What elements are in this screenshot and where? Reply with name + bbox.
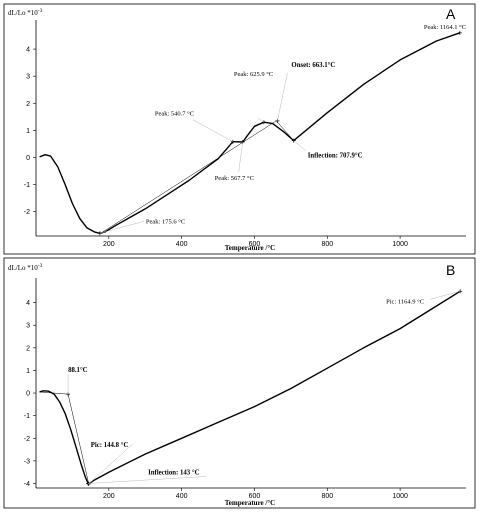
panel-b-y-tick-label: 3: [26, 323, 30, 330]
panel-a-letter: A: [446, 6, 456, 22]
panel-a-y-tick-label: 3: [26, 74, 30, 81]
panel-a-x-tick-label: 1000: [392, 241, 408, 248]
panel-b-x-tick-label: 400: [176, 493, 188, 500]
panel-a-xlabel: Temperature /°C: [225, 244, 275, 252]
panel-b-y-tick-label: -3: [24, 458, 30, 465]
panel-a-leader-line: [99, 221, 145, 234]
panel-b-y-tick-label: 0: [26, 391, 30, 398]
panel-b-y-tick-label: -2: [24, 436, 30, 443]
panel-b-y-tick-label: 4: [26, 300, 30, 307]
panel-a-x-tick-label: 600: [249, 241, 261, 248]
panel-a-annotation: Peak: 175.6 °C: [146, 218, 185, 225]
panel-a-leader-line: [192, 119, 233, 142]
panel-b-y-tick-label: 1: [26, 368, 30, 375]
panel-b-x-tick-label: 1000: [392, 493, 408, 500]
panel-b-leader-line: [88, 476, 207, 484]
panel-b-series-line: [39, 290, 461, 485]
panel-a-annotation: Peak: 625.9 °C: [234, 71, 273, 78]
panel-b-annotation: Pic: 144.8 °C: [91, 442, 129, 449]
panel-b-annotation: 88.1°C: [68, 367, 88, 374]
panel-a-annotation: Peak: 540.7 °C: [155, 111, 194, 118]
panel-a-leader-line: [257, 118, 265, 123]
panel-b-leader-line: [430, 291, 461, 300]
panel-b-tangent-line: [39, 391, 69, 395]
panel-a-y-tick-label: -2: [24, 209, 30, 216]
panel-a-x-tick-label: 800: [321, 241, 333, 248]
panel-a-annotation: Inflection: 707.9°C: [308, 153, 363, 160]
panel-b-y-tick-label: -1: [24, 413, 30, 420]
panel-a-y-tick-label: 2: [26, 101, 30, 108]
panel-a-annotation: Onset: 663.1°C: [291, 62, 335, 69]
panel-b-x-tick-label: 200: [103, 493, 115, 500]
panel-a-frame: [3, 3, 476, 255]
panel-a-annotation: Peak: 567.7 °C: [215, 175, 254, 182]
panel-b-tangent-line: [67, 394, 90, 484]
panel-b-letter: B: [446, 262, 455, 278]
panel-a-annotation: Peak: 1164.1 °C: [424, 24, 466, 31]
panel-b-leader-line: [88, 443, 133, 485]
panel-b-xlabel: Temperature /°C: [225, 499, 275, 507]
panel-b-x-tick-label: 600: [249, 493, 261, 500]
panel-a: dL/Lo *10-3 A Temperature /°C 200 400 600 8…: [3, 3, 476, 255]
panel-a-y-tick-label: 4: [26, 47, 30, 54]
panel-a-leader-line: [238, 141, 243, 173]
panel-a-y-tick-label: 1: [26, 128, 30, 135]
panel-b-annotation: Pic: 1164.9 °C: [386, 298, 424, 305]
panel-b-y-tick-label: 2: [26, 345, 30, 352]
panel-a-y-tick-label: -1: [24, 182, 30, 189]
panel-b-x-tick-label: 800: [321, 493, 333, 500]
panel-a-tangent-line: [101, 120, 277, 233]
panel-b-annotation: Inflection: 143 °C: [148, 469, 200, 476]
panel-a-ylabel: dL/Lo *10-3: [8, 8, 43, 17]
panel-b-frame: [3, 257, 476, 509]
panel-a-y-tick-label: 0: [26, 155, 30, 162]
panel-a-leader-line: [277, 72, 288, 121]
panel-a-x-tick-label: 200: [103, 241, 115, 248]
panel-b-ylabel: dL/Lo *10-3: [8, 263, 43, 272]
panel-a-leader-line: [293, 140, 306, 151]
panel-a-x-tick-label: 400: [176, 241, 188, 248]
panel-b: dL/Lo *10-3 B Temperature /°C 200 400 600 8…: [3, 257, 476, 509]
panel-b-y-tick-label: -4: [24, 481, 30, 488]
panel-a-series-line: [39, 32, 461, 234]
